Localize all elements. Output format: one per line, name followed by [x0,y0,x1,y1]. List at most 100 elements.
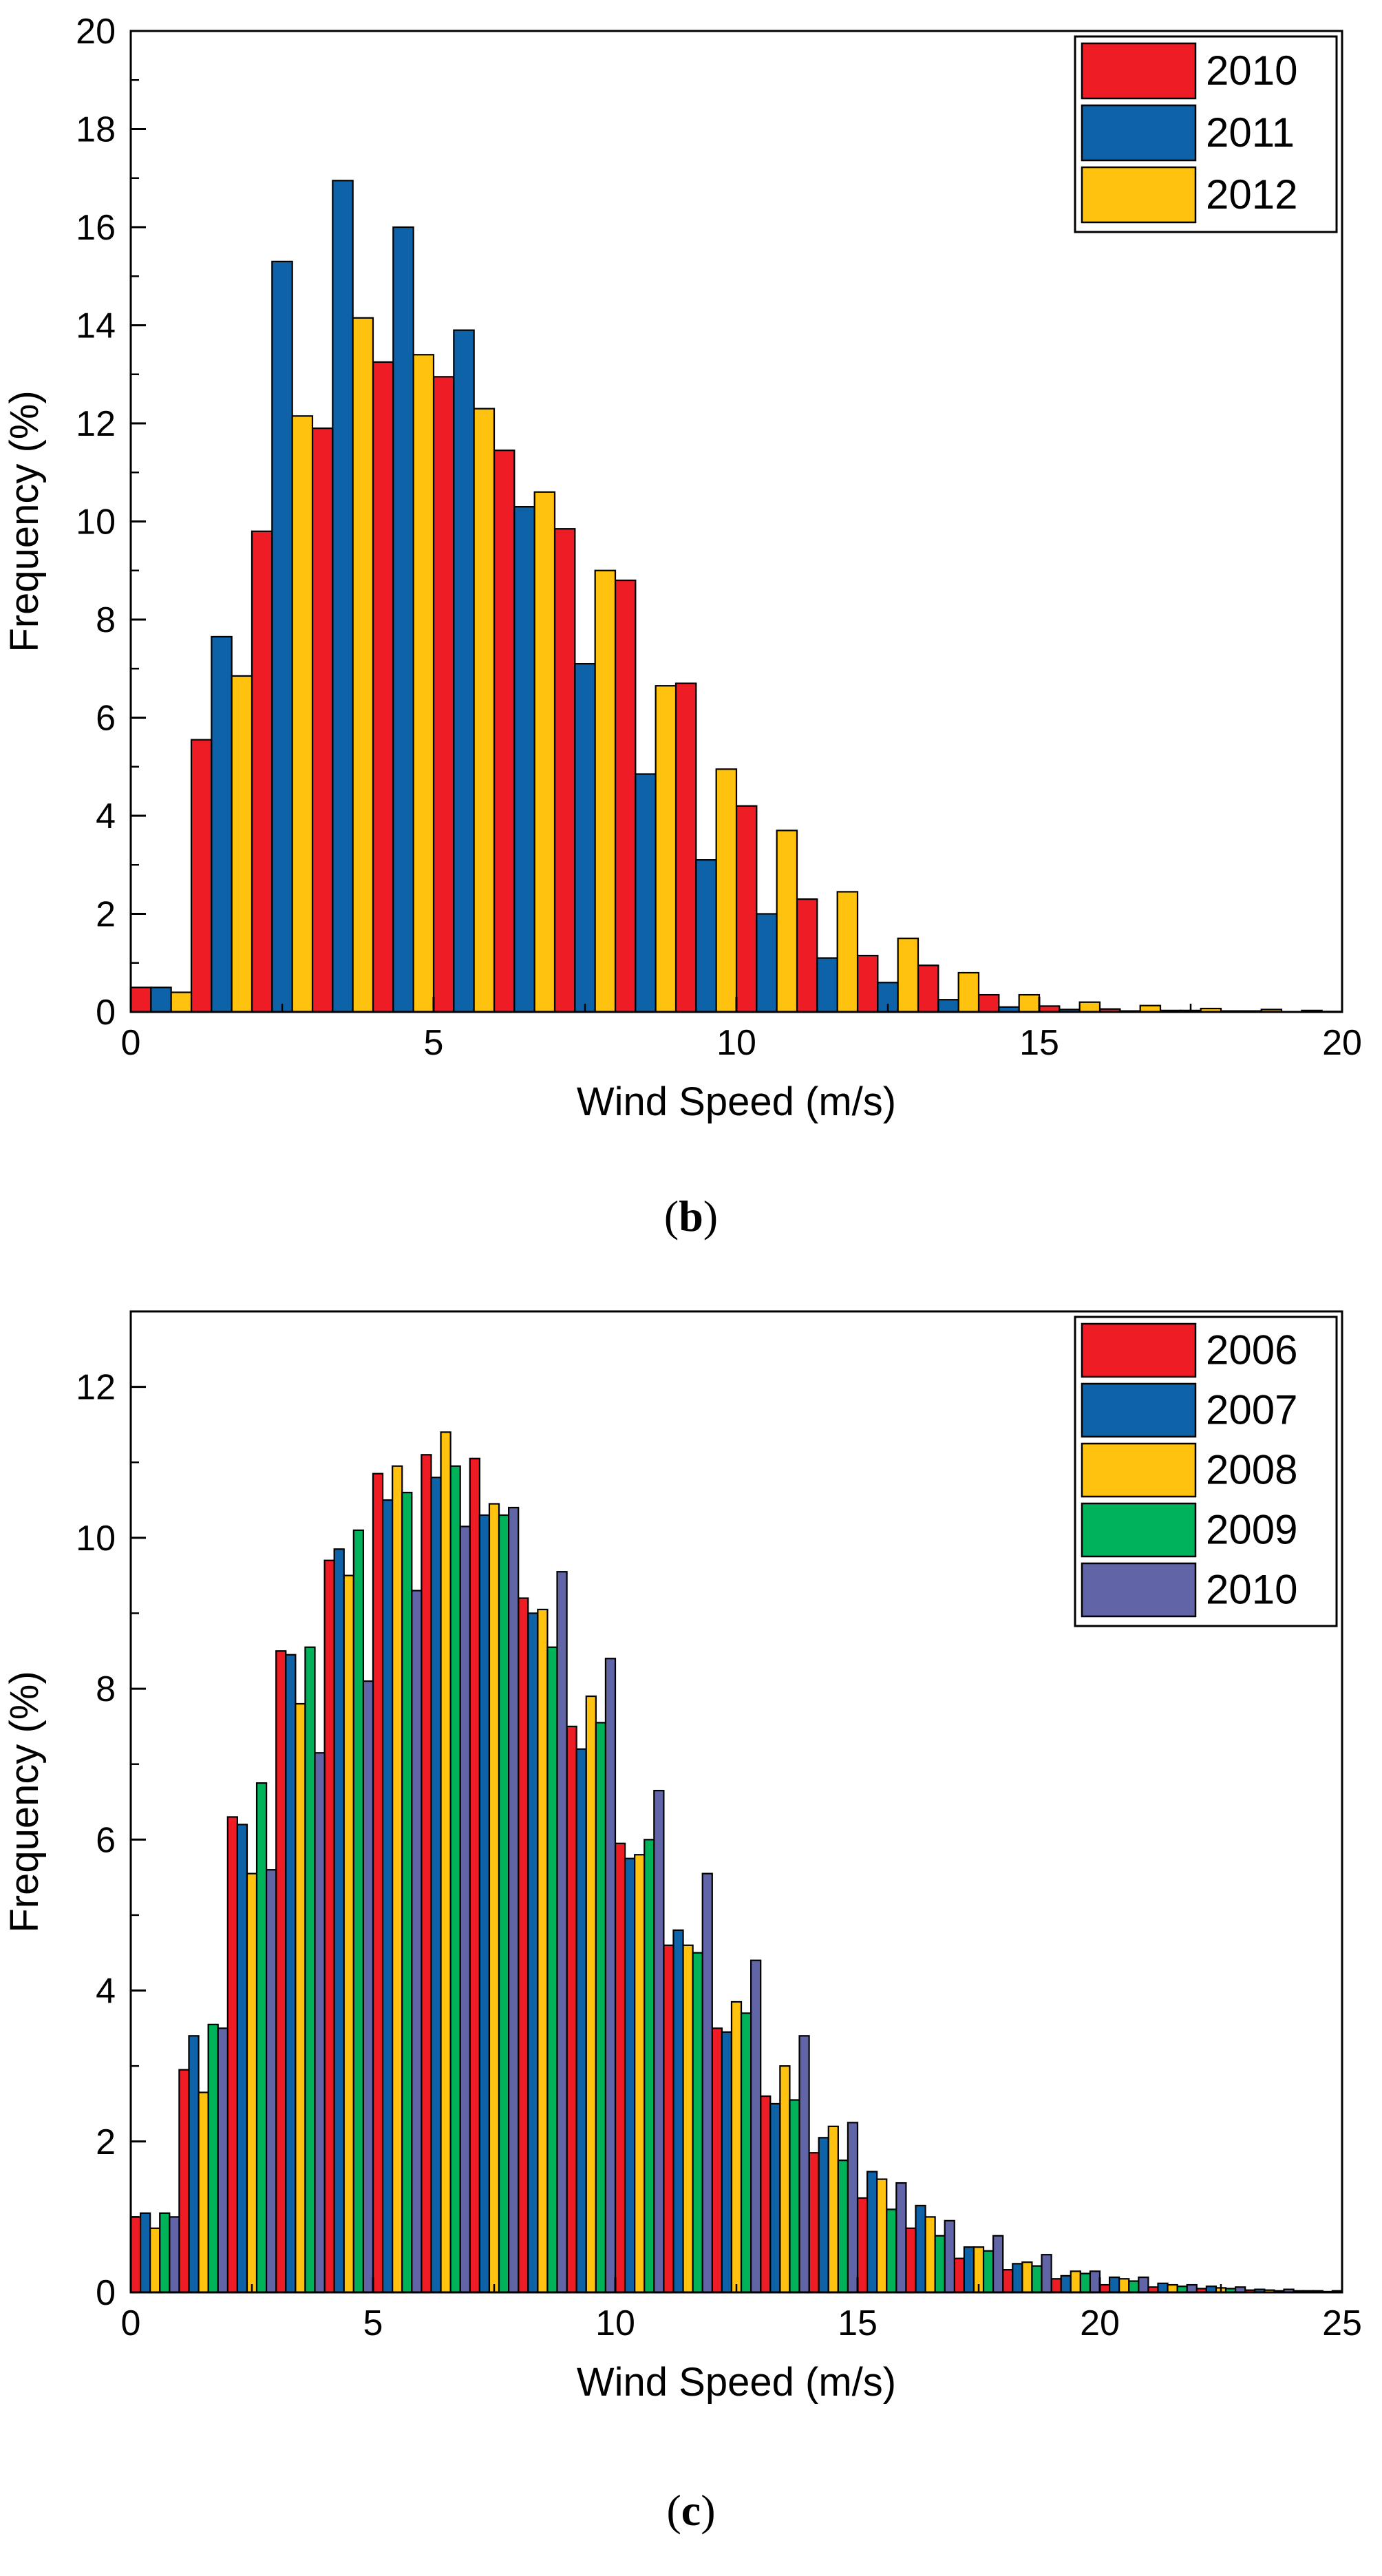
chart-c-y-axis-label: Frequency (%) [2,1671,47,1932]
chart-c-legend-swatch-2006 [1081,1322,1197,1378]
chart-c-bar-2010-10 [653,1789,665,2294]
chart-c-bar-2009-2 [255,1782,268,2294]
chart-b-bar-2010-3 [311,427,334,1013]
chart-c-bar-2008-1 [198,2091,209,2294]
chart-b-bar-2010-9 [674,682,697,1013]
chart-c-bar-2007-16 [915,2204,926,2294]
chart-b-bar-2012-14 [1018,993,1041,1013]
chart-c-ytick-label-2: 2 [96,2122,116,2162]
chart-c-bar-2009-16 [934,2235,946,2294]
chart-b-bar-2012-3 [352,317,374,1013]
chart-c-bar-2007-11 [672,1929,684,2294]
chart-c-xtick-label-25: 25 [1322,2303,1362,2343]
chart-b-bar-2011-1 [211,635,233,1013]
chart-c-bar-2007-9 [575,1748,587,2294]
chart-c-ytick-label-10: 10 [76,1519,116,1559]
chart-c-bar-2009-7 [498,1514,510,2294]
chart-c-xtick-label-0: 0 [121,2303,141,2343]
chart-c-bar-2010-12 [750,1959,762,2294]
chart-c-bar-2010-11 [701,1872,713,2294]
chart-c-bar-2006-13 [760,2095,772,2294]
chart-b-bar-2010-6 [493,450,515,1013]
chart-c-ytick-label-6: 6 [96,1820,116,1860]
chart-c-bar-2007-15 [866,2171,878,2294]
chart-c-bar-2008-3 [295,1702,306,2294]
chart-b-bar-2012-7 [594,569,617,1013]
chart-c-bar-2008-10 [634,1854,646,2294]
chart-c-bar-2009-14 [837,2160,849,2294]
chart-b-xtick-label-0: 0 [121,1023,141,1063]
chart-c-bar-2006-6 [421,1454,432,2294]
chart-b-bar-2010-14 [977,993,1000,1013]
chart-c-bar-2007-8 [527,1612,539,2294]
chart-c-bar-2008-12 [730,2000,743,2294]
chart-b-ytick-label-6: 6 [96,699,116,739]
chart-c-bar-2006-18 [1002,2269,1014,2294]
chart-c-bar-2007-5 [381,1499,394,2294]
chart-c-bar-2010-13 [798,2035,810,2294]
chart-b-bar-2011-13 [937,999,959,1013]
chart-c-bar-2009-13 [789,2099,800,2294]
chart-c-legend-label-2006: 2006 [1206,1327,1297,1373]
chart-c-bar-2006-0 [129,2216,142,2294]
chart-b-legend-label-2012: 2012 [1206,171,1297,218]
chart-c-bar-2008-8 [537,1608,549,2294]
chart-b-ytick-label-14: 14 [76,306,116,346]
chart-b-bar-2010-4 [372,361,394,1013]
chart-b-bar-2011-2 [271,260,293,1013]
chart-c-bar-2008-11 [682,1944,694,2294]
chart-c-bar-2006-12 [711,2027,723,2294]
chart-c-ytick-label-8: 8 [96,1669,116,1709]
chart-b-ytick-label-12: 12 [76,404,116,444]
chart-c-bar-2010-1 [217,2027,228,2294]
chart-c-bar-2006-8 [518,1597,529,2294]
chart-c-bar-2008-13 [779,2065,791,2294]
chart-c-bar-2010-2 [266,1869,277,2294]
chart-b-legend-label-2010: 2010 [1206,47,1297,94]
chart-c-bar-2010-9 [604,1658,617,2294]
chart-c-bar-2009-8 [546,1646,558,2294]
chart-c-bar-2007-21 [1157,2282,1169,2294]
chart-c-x-axis-label: Wind Speed (m/s) [577,2360,896,2405]
chart-b-bar-2010-2 [251,530,273,1013]
chart-b-bar-2012-12 [897,938,919,1013]
chart-b-ytick-label-16: 16 [76,208,116,248]
chart-c-bar-2009-20 [1128,2280,1140,2294]
caption-c: (c) [666,2486,716,2535]
chart-b-legend-swatch-2011 [1081,104,1197,162]
chart-b-bar-2012-6 [533,491,556,1013]
chart-c-bar-2007-7 [478,1514,491,2294]
chart-b-legend-swatch-2010 [1081,42,1197,100]
chart-c-xtick-label-20: 20 [1080,2303,1120,2343]
chart-b-ytick-label-18: 18 [76,110,116,150]
chart-c-bar-2010-15 [895,2182,907,2294]
chart-b-bar-2010-12 [856,954,879,1013]
chart-c-bar-2008-4 [343,1574,354,2294]
chart-c-bar-2009-15 [886,2208,897,2294]
chart-b-bar-2011-8 [635,773,657,1013]
chart-b-bar-2011-9 [695,859,717,1013]
chart-c-xtick-label-10: 10 [595,2303,635,2343]
chart-c-bar-2009-11 [692,1952,703,2294]
chart-b-y-axis-label: Frequency (%) [2,390,47,652]
chart-b-bar-2012-9 [715,768,738,1013]
chart-c-bar-2009-12 [740,2012,752,2294]
chart-c-bar-2010-7 [508,1506,520,2294]
chart-b-bar-2010-0 [129,986,152,1013]
chart-c-bar-2010-3 [314,1752,326,2294]
chart-c-xtick-label-15: 15 [838,2303,878,2343]
chart-c-bar-2006-11 [663,1944,674,2294]
chart-c-legend-label-2008: 2008 [1206,1447,1297,1493]
chart-b-ytick-label-0: 0 [96,993,116,1033]
chart-c-bar-2006-15 [856,2197,869,2294]
chart-c-bar-2010-17 [992,2235,1004,2294]
chart-c-bar-2010-0 [169,2216,180,2294]
chart-c-bar-2006-7 [469,1457,480,2294]
chart-c-bar-2010-8 [556,1571,568,2294]
chart-b-bar-2011-0 [150,986,172,1013]
chart-c-legend-swatch-2010 [1081,1562,1197,1618]
caption-b: (b) [663,1192,719,1241]
chart-c-bar-2006-3 [275,1650,287,2294]
chart-c-legend-label-2010: 2010 [1206,1567,1297,1613]
